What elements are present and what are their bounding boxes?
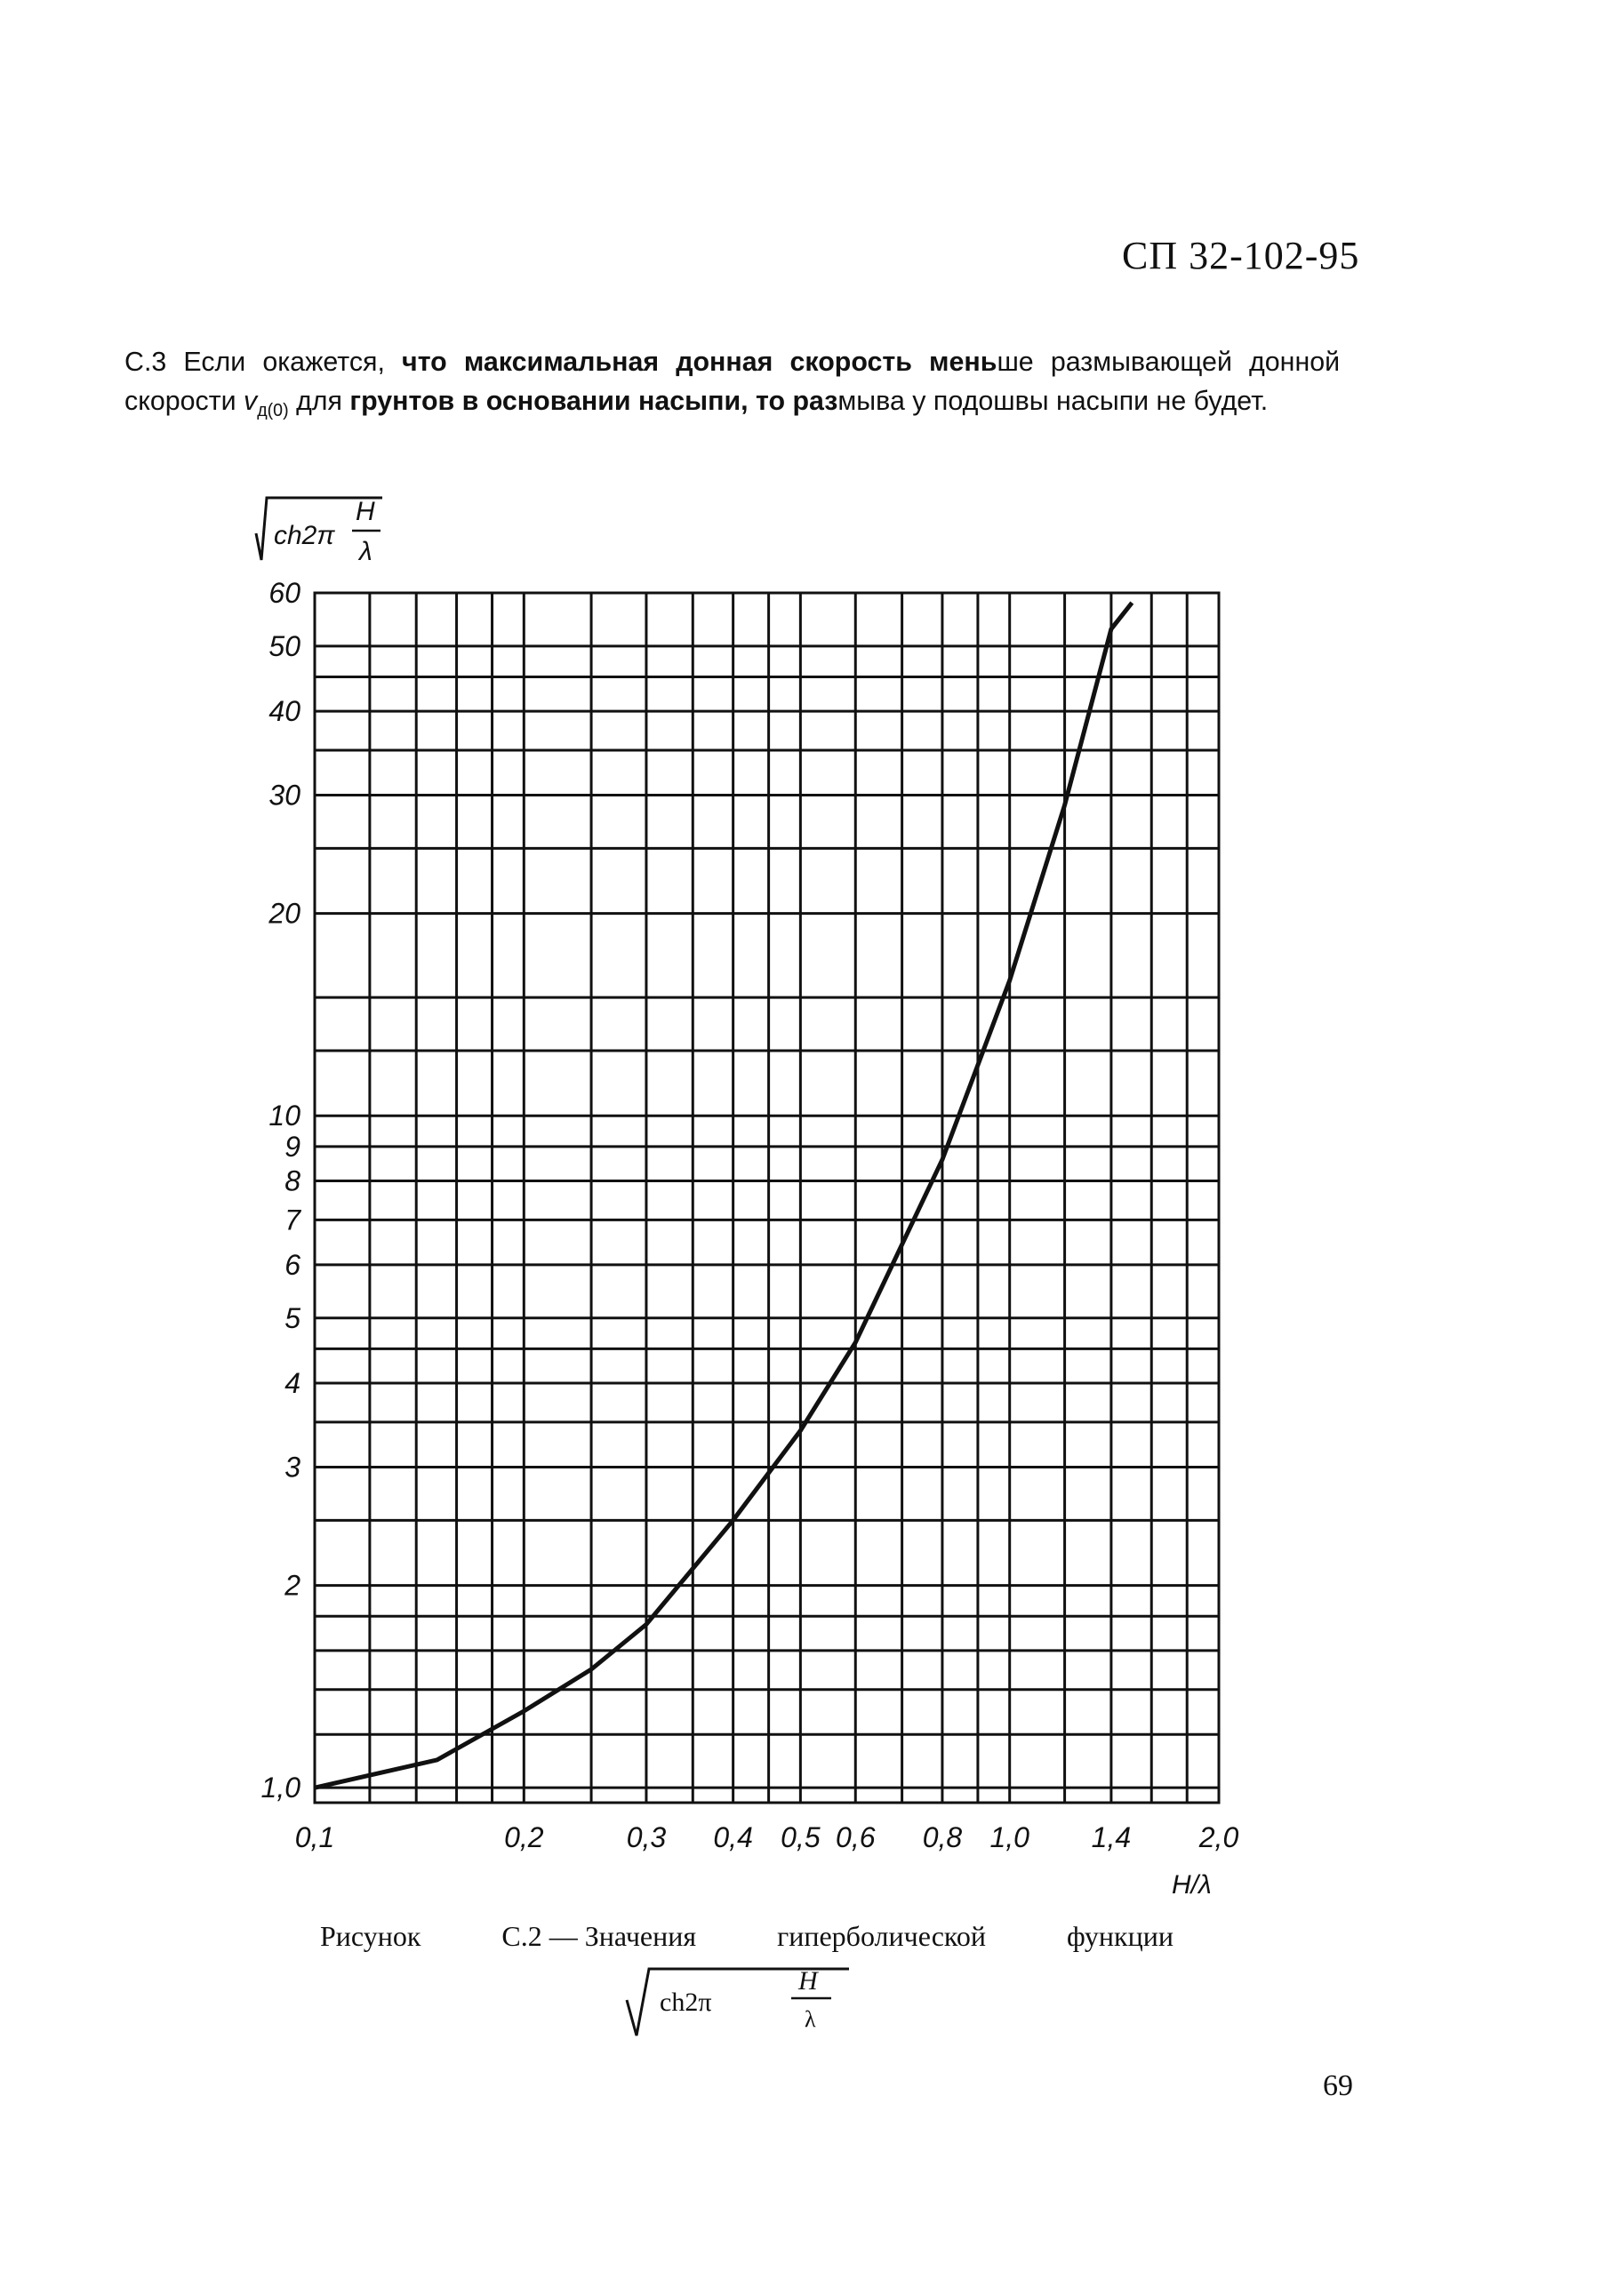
y-tick-label: 3 [284,1451,300,1483]
text-run: мыва у подошвы насыпи не будет. [837,385,1269,416]
caption-word: гиперболической [777,1920,986,1952]
x-tick-label: 0,4 [713,1821,752,1853]
x-tick-label: 0,6 [836,1821,876,1853]
y-tick-label: 30 [268,780,300,812]
caption-word: функции [1066,1920,1173,1952]
y-tick-label: 6 [284,1249,300,1281]
y-tick-label: 50 [268,630,300,662]
y-tick-label: 1,0 [261,1772,301,1804]
y-tick-label: 20 [268,898,300,930]
x-tick-labels: 0,1 0,2 0,3 0,4 0,5 0,6 0,8 1,0 1,4 2,0 [295,1821,1239,1853]
y-tick-label: 4 [284,1367,300,1399]
x-tick-label: 2,0 [1198,1821,1239,1853]
x-tick-label: 0,5 [781,1821,821,1853]
document-code: СП 32-102-95 [1122,234,1360,277]
caption-word: С.2 — Значения [501,1920,697,1952]
text-run: ше размывающей донной скорости [124,346,1341,416]
y-tick-label: 7 [284,1204,301,1236]
y-tick-label: 40 [268,695,300,727]
velocity-subscript: д(0) [257,401,289,421]
figure-caption: Рисунок С.2 — Значения гиперболической ф… [320,1920,1173,1953]
y-axis-label: ch2π H λ [254,496,382,566]
y-tick-label: 60 [268,577,300,609]
y-tick-label: 9 [284,1131,300,1163]
svg-text:H: H [356,497,375,526]
svg-text:λ: λ [357,537,372,566]
text-run: С.3 Если окажется, [124,346,403,377]
svg-text:ch2π: ch2π [274,521,335,550]
text-run-bold: грунтов в основании насыпи, то раз [349,385,838,416]
x-tick-label: 0,2 [504,1821,544,1853]
page-number: 69 [1323,2069,1353,2102]
grid [313,591,1221,1804]
x-tick-label: 0,3 [627,1821,667,1853]
paragraph-c3: С.3 Если окажется, что максимальная донн… [124,342,1340,430]
y-tick-label: 5 [284,1302,300,1334]
x-axis-label: H/λ [1172,1870,1212,1900]
velocity-symbol: v [244,385,258,416]
y-tick-label: 10 [268,1100,300,1132]
plot-frame [313,591,1221,1804]
y-tick-label: 8 [284,1164,300,1196]
x-tick-label: 0,8 [923,1821,963,1853]
x-tick-label: 0,1 [295,1821,334,1853]
caption-word: Рисунок [320,1920,421,1952]
y-tick-label: 2 [284,1570,300,1602]
text-run-bold: что максимальная донная скорость мень [402,346,997,377]
text-run: для [288,385,350,416]
x-tick-label: 1,0 [989,1821,1029,1853]
data-curve [314,601,1134,1790]
x-tick-label: 1,4 [1092,1821,1131,1853]
